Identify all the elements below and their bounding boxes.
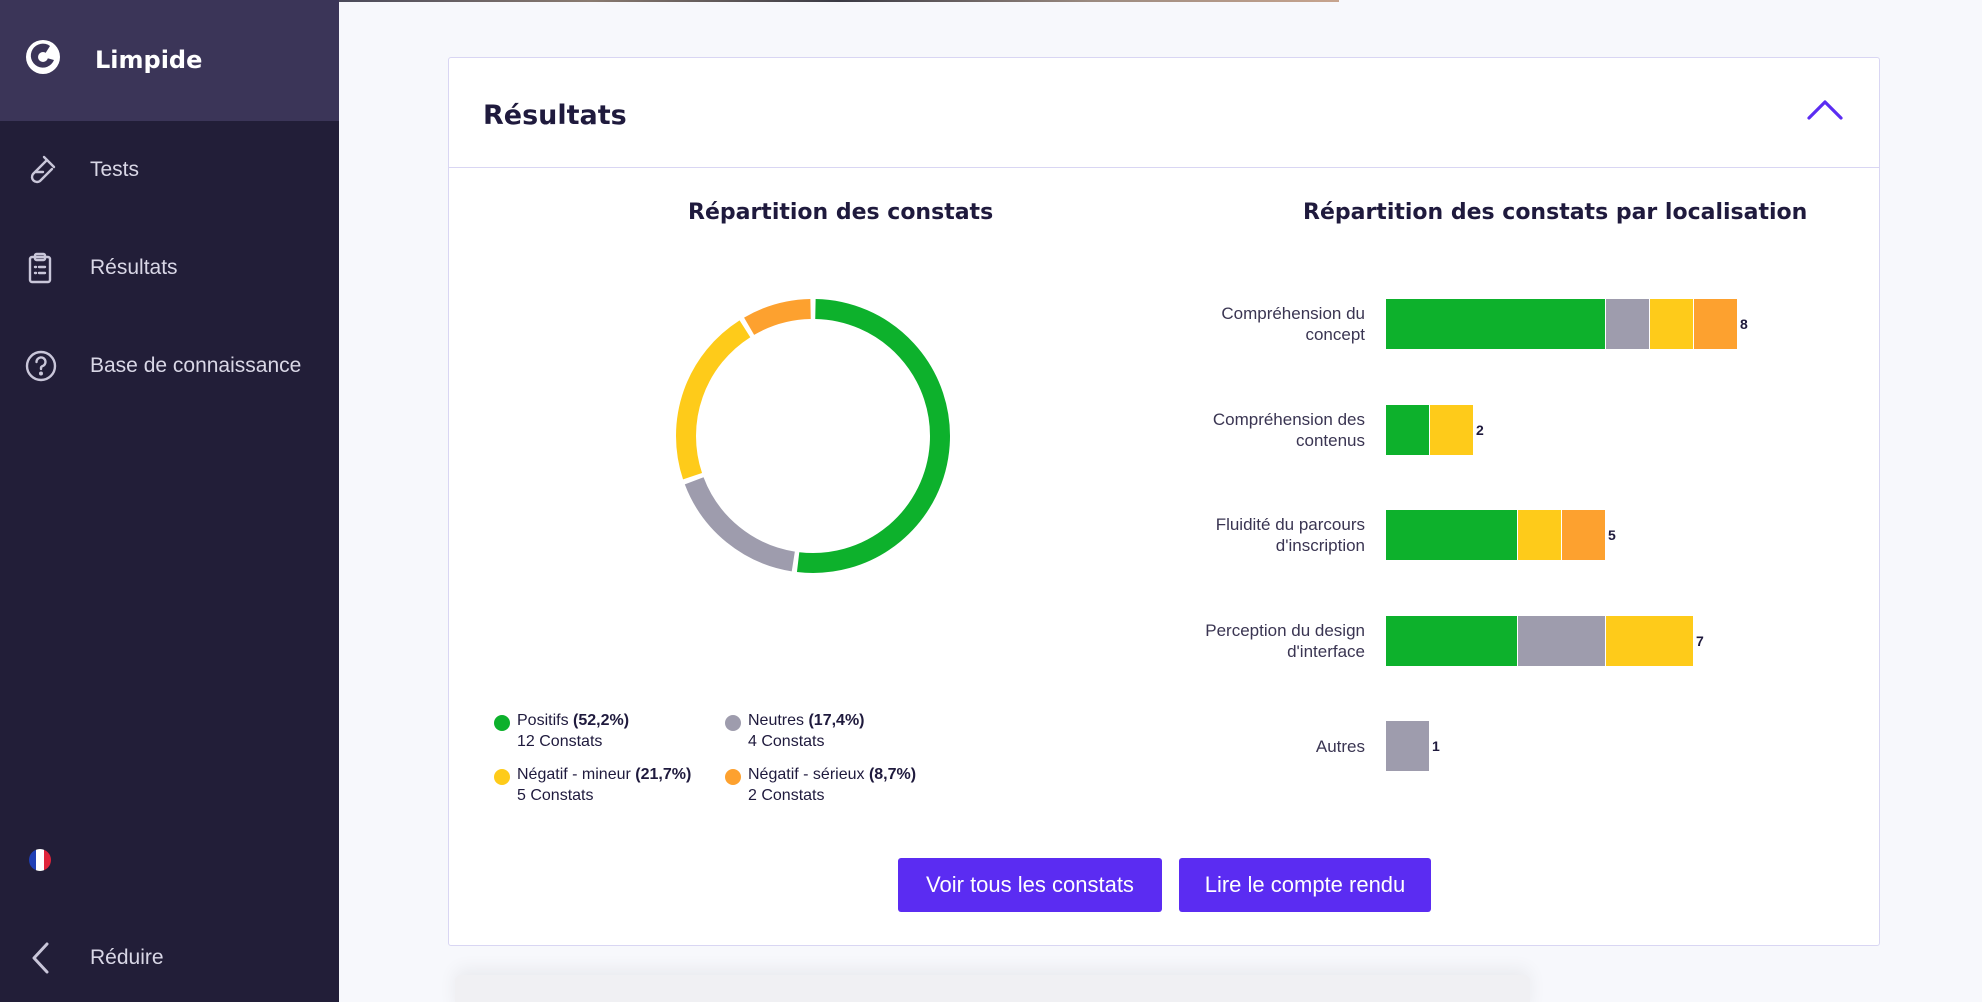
card-header: Résultats [449, 58, 1879, 168]
card-title: Résultats [483, 100, 627, 131]
legend-percent: (21,7%) [635, 766, 692, 783]
bar-segment [1650, 299, 1693, 349]
bar-segment [1518, 510, 1561, 560]
limpide-logo-icon [26, 40, 60, 74]
bar-category-label: Perception du design d'interface [1175, 620, 1365, 662]
sidebar: Limpide Tests Résultats Base de connaiss… [0, 0, 339, 1002]
legend-label: Négatif - mineur (21,7%) [517, 766, 691, 784]
bar-category-label-line: Compréhension du [1221, 304, 1365, 323]
flask-icon [30, 155, 56, 184]
bar-segment [1430, 404, 1473, 455]
bar-category-label-line: d'inscription [1275, 536, 1365, 555]
donut-slice-positifs [796, 299, 950, 573]
bar-chart-title: Répartition des constats par localisatio… [1303, 200, 1808, 225]
brand-name: Limpide [95, 46, 203, 74]
bar-category-label-line: Perception du design [1205, 620, 1365, 640]
sidebar-item-tests[interactable]: Tests [0, 140, 339, 200]
legend-percent: (17,4%) [808, 712, 865, 729]
bar-segment [1386, 510, 1517, 560]
legend-color-dot [494, 769, 510, 785]
bar-segment [1386, 404, 1429, 455]
chevron-up-icon[interactable] [1805, 96, 1845, 126]
legend-count: 12 Constats [517, 733, 603, 750]
donut-slice-négatif-sérieux [744, 299, 812, 336]
bar-total-label: 1 [1432, 738, 1440, 754]
brand[interactable]: Limpide [0, 0, 339, 121]
collapse-label: Réduire [90, 946, 164, 969]
legend-percent: (52,2%) [573, 712, 630, 729]
chevron-left-icon [32, 942, 49, 974]
header-image-strip [339, 0, 1339, 2]
bar-segment [1562, 510, 1605, 560]
legend-count: 4 Constats [748, 733, 825, 750]
donut-chart [676, 299, 950, 573]
bar-segment [1386, 615, 1517, 666]
next-card-edge [455, 975, 1530, 1002]
legend-label: Neutres (17,4%) [748, 712, 865, 730]
bar-category-label-line: Fluidité du parcours [1215, 515, 1365, 534]
sidebar-item-label: Base de connaissance [90, 354, 302, 377]
bar-total-label: 5 [1608, 527, 1616, 543]
sidebar-item-base-de-connaissance[interactable]: Base de connaissance [0, 336, 339, 396]
legend-series-name: Négatif - mineur [517, 766, 636, 783]
donut-chart-title: Répartition des constats [688, 200, 994, 225]
read-report-button[interactable]: Lire le compte rendu [1179, 858, 1431, 912]
bar-segment [1606, 299, 1649, 349]
bar-category-label-line: d'interface [1287, 641, 1365, 661]
bar-segment [1386, 299, 1605, 349]
legend-count: 2 Constats [748, 787, 825, 804]
bar-total-label: 2 [1476, 421, 1484, 438]
bar-category-label: Compréhension des contenus [1175, 409, 1365, 451]
legend-color-dot [725, 769, 741, 785]
bar-category-label: Fluidité du parcours d'inscription [1175, 514, 1365, 556]
legend-label: Négatif - sérieux (8,7%) [748, 766, 916, 784]
bar-segment [1694, 299, 1737, 349]
legend-series-name: Neutres [748, 712, 809, 729]
bar-category-label-line: contenus [1296, 430, 1365, 450]
legend-percent: (8,7%) [868, 766, 917, 783]
clipboard-icon [28, 252, 52, 284]
donut-slice-neutres [684, 477, 796, 572]
sidebar-item-label: Résultats [90, 256, 178, 279]
fr-flag-icon[interactable] [29, 849, 51, 871]
legend-color-dot [494, 715, 510, 731]
bar-total-label: 8 [1740, 316, 1748, 332]
legend-count: 5 Constats [517, 787, 594, 804]
legend-series-name: Négatif - sérieux [748, 766, 869, 783]
results-card: Résultats Répartition des constats Posit… [448, 57, 1880, 946]
legend-series-name: Positifs [517, 712, 574, 729]
sidebar-item-label: Tests [90, 158, 140, 181]
sidebar-item-resultats[interactable]: Résultats [0, 238, 339, 298]
help-circle-icon [25, 350, 57, 382]
bar-category-label-line: Autres [1315, 736, 1365, 756]
bar-segment [1386, 721, 1429, 771]
bar-category-label: Compréhension du concept [1175, 303, 1365, 345]
bar-category-label-line: concept [1305, 325, 1365, 344]
bar-segment [1518, 615, 1605, 666]
see-all-findings-button[interactable]: Voir tous les constats [898, 858, 1162, 912]
bar-category-label: Autres [1175, 736, 1365, 757]
bar-segment [1606, 615, 1693, 666]
bar-category-label-line: Compréhension des [1212, 409, 1365, 429]
legend-color-dot [725, 715, 741, 731]
bar-total-label: 7 [1696, 632, 1704, 649]
legend-label: Positifs (52,2%) [517, 712, 629, 730]
donut-slice-négatif-mineur [676, 320, 751, 480]
collapse-sidebar-button[interactable]: Réduire [0, 928, 339, 988]
